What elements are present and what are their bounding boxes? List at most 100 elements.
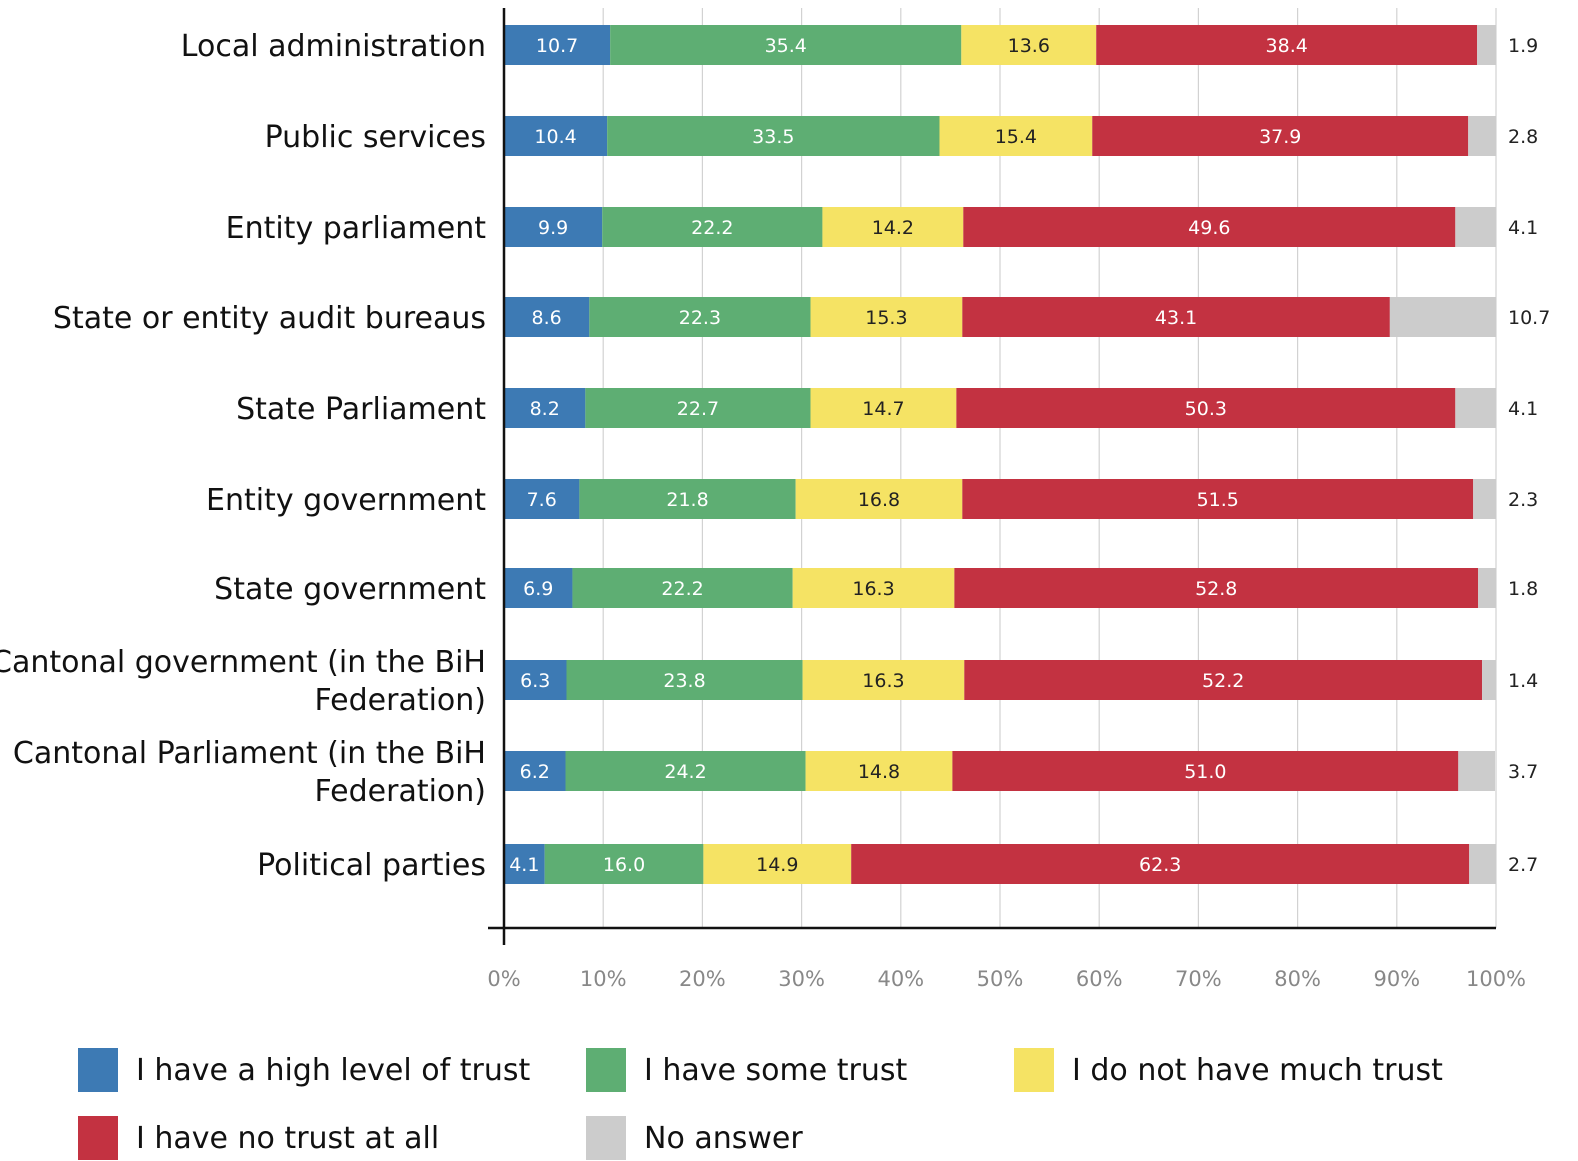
x-tick-label: 40%	[877, 967, 924, 991]
data-label: 62.3	[1139, 854, 1181, 876]
category-label: Local administration	[181, 29, 486, 64]
data-label: 8.2	[530, 398, 560, 420]
stacked-bar-chart: 10.7 35.4 13.6 38.4 1.9 Local administration 1…	[0, 8, 1550, 991]
data-label: 13.6	[1008, 35, 1050, 57]
data-label: 4.1	[509, 854, 539, 876]
data-label: 16.0	[603, 854, 645, 876]
bar-segment	[792, 568, 955, 608]
legend-swatch	[586, 1048, 626, 1092]
bar-segment	[1468, 116, 1496, 156]
data-label: 51.5	[1197, 489, 1239, 511]
data-label: 33.5	[752, 126, 794, 148]
x-tick-label: 90%	[1373, 967, 1420, 991]
data-label: 14.8	[858, 761, 900, 783]
bar-segment	[504, 388, 586, 428]
bar-segment	[805, 751, 953, 791]
data-label: 52.2	[1202, 670, 1244, 692]
bar-segment	[504, 568, 573, 608]
legend-item: I have some trust	[586, 1048, 907, 1092]
bar-segment	[1477, 25, 1496, 65]
legend-label: I do not have much trust	[1072, 1052, 1443, 1088]
bar-segment	[589, 297, 811, 337]
legend-label: I have a high level of trust	[136, 1052, 531, 1088]
data-label: 10.4	[534, 126, 576, 148]
data-label: 16.3	[852, 578, 894, 600]
data-label: 49.6	[1188, 217, 1230, 239]
no-answer-label: 1.9	[1508, 35, 1538, 57]
data-label: 14.9	[756, 854, 798, 876]
data-label: 24.2	[664, 761, 706, 783]
legend-label: I have some trust	[644, 1052, 908, 1088]
bar-segment	[954, 568, 1479, 608]
bar-segment	[1389, 297, 1496, 337]
data-label: 23.8	[663, 670, 705, 692]
data-label: 16.8	[858, 489, 900, 511]
bar-segment	[544, 844, 704, 884]
bar-segment	[1458, 751, 1496, 791]
bar-segment	[504, 25, 611, 65]
legend-swatch	[78, 1116, 118, 1160]
category-label: Entity government	[206, 483, 486, 518]
bar-segment	[1473, 479, 1496, 519]
x-tick-label: 80%	[1274, 967, 1321, 991]
bar-segment	[1455, 207, 1496, 247]
data-label: 10.7	[536, 35, 578, 57]
data-label: 16.3	[862, 670, 904, 692]
bar-segment	[962, 479, 1474, 519]
data-label: 21.8	[666, 489, 708, 511]
category-label: State or entity audit bureaus	[53, 301, 486, 336]
no-answer-label: 1.4	[1508, 670, 1538, 692]
bar-segment	[504, 844, 545, 884]
x-tick-label: 0%	[487, 967, 520, 991]
no-answer-label: 2.8	[1508, 126, 1538, 148]
bar-segment	[602, 207, 823, 247]
bar-segment	[962, 297, 1390, 337]
bar-segment	[961, 25, 1097, 65]
data-label: 37.9	[1259, 126, 1301, 148]
bar-segment	[504, 116, 608, 156]
legend-label: No answer	[644, 1120, 803, 1156]
bar-segment	[1096, 25, 1478, 65]
bar-segment	[504, 660, 567, 700]
no-answer-label: 4.1	[1508, 217, 1538, 239]
legend-swatch	[78, 1048, 118, 1092]
data-label: 6.9	[523, 578, 553, 600]
data-label: 8.6	[532, 307, 562, 329]
data-label: 43.1	[1155, 307, 1197, 329]
legend-swatch	[586, 1116, 626, 1160]
bar-segment	[504, 207, 603, 247]
chart-legend: I have a high level of trust I have some …	[0, 1040, 1578, 1161]
no-answer-label: 2.7	[1508, 854, 1538, 876]
bar-segment	[1092, 116, 1469, 156]
bar-segment	[822, 207, 964, 247]
data-label: 51.0	[1184, 761, 1226, 783]
category-label: State government	[214, 572, 486, 607]
x-tick-label: 60%	[1076, 967, 1123, 991]
x-tick-label: 70%	[1175, 967, 1222, 991]
bar-segment	[939, 116, 1093, 156]
bar-segment	[810, 297, 963, 337]
bar-segment	[703, 844, 852, 884]
legend-swatch	[1014, 1048, 1054, 1092]
data-label: 35.4	[765, 35, 807, 57]
data-label: 22.2	[691, 217, 733, 239]
category-label: Cantonal government (in the BiH Federatio…	[0, 645, 486, 718]
category-label: State Parliament	[236, 392, 486, 427]
legend-item: I have a high level of trust	[78, 1048, 530, 1092]
bar-segment	[810, 388, 957, 428]
data-label: 22.3	[679, 307, 721, 329]
data-label: 22.7	[677, 398, 719, 420]
data-label: 15.3	[865, 307, 907, 329]
bar-segment	[572, 568, 793, 608]
bar-segment	[963, 207, 1456, 247]
bar-segment	[956, 388, 1456, 428]
no-answer-label: 4.1	[1508, 398, 1538, 420]
bar-segment	[610, 25, 962, 65]
bar-segment	[504, 297, 590, 337]
no-answer-label: 3.7	[1508, 761, 1538, 783]
bar-segment	[566, 660, 803, 700]
no-answer-label: 10.7	[1508, 307, 1550, 329]
bar-segment	[504, 479, 580, 519]
no-answer-label: 1.8	[1508, 578, 1538, 600]
x-tick-label: 100%	[1466, 967, 1526, 991]
